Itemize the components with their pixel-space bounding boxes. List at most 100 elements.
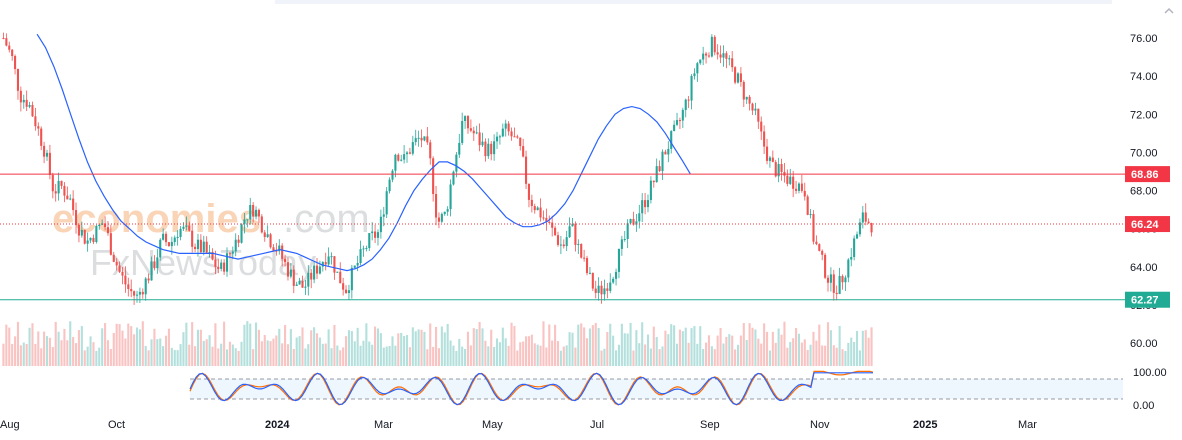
volume-bar [106, 340, 110, 366]
volume-bar [246, 321, 249, 366]
volume-bar [786, 347, 789, 366]
volume-bar [847, 342, 850, 366]
candle-body [867, 221, 870, 223]
candle-body [281, 245, 284, 259]
candle-body [731, 58, 734, 68]
candle-body [452, 171, 455, 185]
candle-body [437, 217, 441, 222]
candle-body [141, 291, 144, 295]
candle-body [536, 207, 539, 211]
volume-bar [54, 321, 57, 366]
volume-bar [632, 350, 635, 366]
candle-body [411, 142, 414, 154]
candle-body [289, 269, 292, 277]
chevron-up-icon[interactable] [1162, 4, 1176, 18]
candle-body [292, 269, 295, 286]
candle-body [617, 248, 621, 272]
candle-body [754, 108, 757, 111]
candle-body [734, 67, 737, 83]
candle-body [45, 152, 49, 157]
volume-bar [844, 350, 847, 366]
volume-bar [516, 350, 519, 366]
candle-body [217, 266, 220, 269]
volume-bar [437, 348, 441, 366]
time-tick-label: 2025 [913, 419, 937, 431]
candle-body [719, 54, 722, 58]
candle-body [286, 262, 290, 277]
candle-body [699, 59, 702, 64]
price-tick-label: 60.00 [1130, 338, 1158, 350]
candle-body [635, 221, 638, 225]
candle-body [124, 275, 127, 285]
candle-body [673, 124, 676, 132]
candle-body [118, 265, 121, 272]
candle-body [478, 132, 481, 146]
volume-bar [696, 343, 699, 366]
volume-bar [408, 347, 411, 366]
volume-bar [644, 344, 647, 366]
candle-body [533, 206, 536, 211]
volume-bar [95, 350, 98, 366]
candle-body [861, 212, 864, 223]
volume-bar [347, 330, 350, 366]
volume-bar [301, 327, 304, 366]
volume-bar [525, 336, 528, 366]
candle-body [652, 180, 655, 183]
volume-bar [806, 349, 809, 366]
candle-body [365, 248, 368, 250]
volume-bar [568, 332, 571, 366]
candle-body [847, 259, 850, 278]
candle-body [228, 253, 231, 255]
candle-body [104, 223, 107, 228]
volume-bar [539, 345, 542, 366]
volume-bar [571, 332, 574, 366]
volume-bar [304, 348, 307, 366]
candle-body [310, 272, 313, 280]
volume-bar [719, 328, 722, 366]
volume-bar [464, 348, 467, 366]
candle-body [429, 142, 432, 159]
volume-bar [51, 347, 54, 366]
volume-bar [469, 345, 472, 366]
volume-bar [130, 326, 133, 366]
candle-body [313, 265, 316, 280]
volume-bar [254, 322, 258, 366]
candle-body [295, 284, 298, 286]
candle-body [388, 179, 391, 192]
candle-body [150, 261, 153, 281]
volume-bar [748, 323, 751, 366]
candle-body [237, 239, 240, 243]
volume-bar [626, 333, 629, 366]
volume-bar [797, 333, 801, 366]
candle-body [391, 170, 394, 180]
candle-body [574, 223, 577, 245]
horizontal-levels [0, 173, 1125, 301]
candle-body [374, 231, 377, 238]
candle-body [191, 230, 194, 247]
volume-bar [522, 341, 525, 366]
volume-bar [603, 348, 606, 366]
volume-bar [710, 346, 713, 366]
candle-body [394, 154, 397, 171]
volume-bar [45, 336, 49, 366]
volume-bar [307, 344, 310, 366]
volume-bar [803, 339, 806, 366]
candle-body [173, 237, 176, 242]
candle-body [469, 128, 472, 131]
volume-bar [74, 343, 78, 366]
candle-body [498, 136, 501, 138]
time-tick-label: May [482, 419, 503, 431]
candle-body [603, 288, 606, 295]
candle-body [176, 237, 179, 239]
volume-bar [391, 336, 394, 366]
volume-bar [481, 328, 484, 366]
candle-body [786, 175, 789, 184]
candle-body [516, 136, 519, 138]
volume-bar [667, 334, 670, 366]
candle-body [832, 274, 835, 293]
volume-bar [269, 341, 272, 366]
candle-body [559, 244, 562, 246]
volume-bar [25, 344, 28, 366]
volume-bar [789, 341, 792, 366]
